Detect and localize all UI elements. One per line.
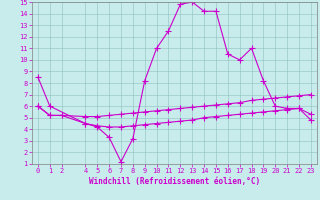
X-axis label: Windchill (Refroidissement éolien,°C): Windchill (Refroidissement éolien,°C) <box>89 177 260 186</box>
